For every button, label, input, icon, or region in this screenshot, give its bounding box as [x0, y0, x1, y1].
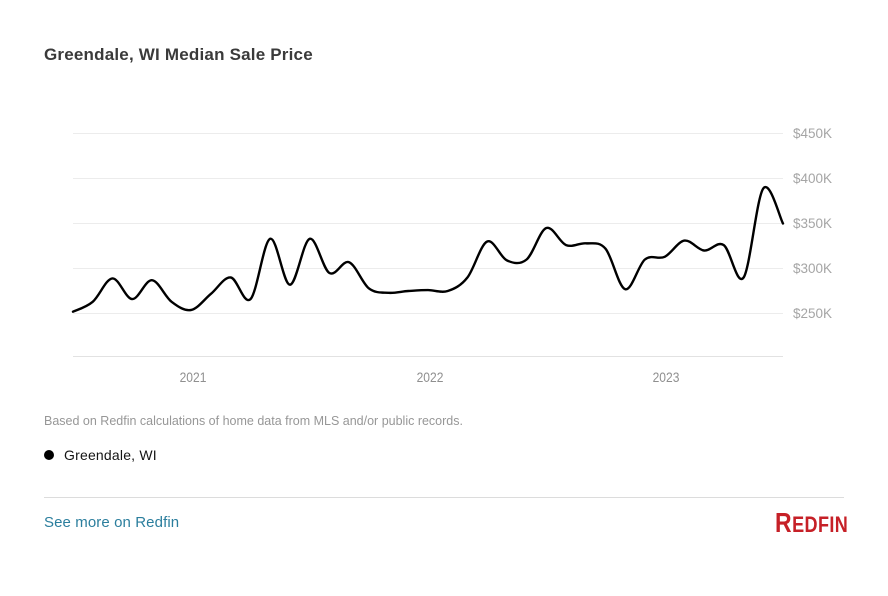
y-tick-label: $350K — [793, 215, 833, 231]
see-more-on-redfin-link[interactable]: See more on Redfin — [44, 514, 180, 531]
x-tick-label: 2021 — [179, 369, 207, 385]
y-tick-label: $300K — [793, 260, 833, 276]
redfin-logo[interactable]: REDFIN — [775, 507, 848, 539]
redfin-logo-first-letter: R — [774, 507, 792, 538]
price-line-series — [71, 185, 785, 313]
data-source-footnote: Based on Redfin calculations of home dat… — [44, 414, 463, 428]
redfin-logo-rest: EDFIN — [791, 512, 848, 537]
median-sale-price-line-chart — [71, 133, 785, 357]
footer-divider — [44, 497, 844, 498]
page-title: Greendale, WI Median Sale Price — [44, 45, 313, 64]
y-tick-label: $400K — [793, 170, 833, 186]
legend: Greendale, WI — [44, 447, 157, 463]
x-tick-label: 2022 — [416, 369, 444, 385]
x-tick-label: 2023 — [652, 369, 680, 385]
y-tick-label: $250K — [793, 305, 833, 321]
legend-label: Greendale, WI — [64, 447, 157, 463]
legend-dot-icon — [44, 450, 54, 460]
y-tick-label: $450K — [793, 125, 833, 141]
